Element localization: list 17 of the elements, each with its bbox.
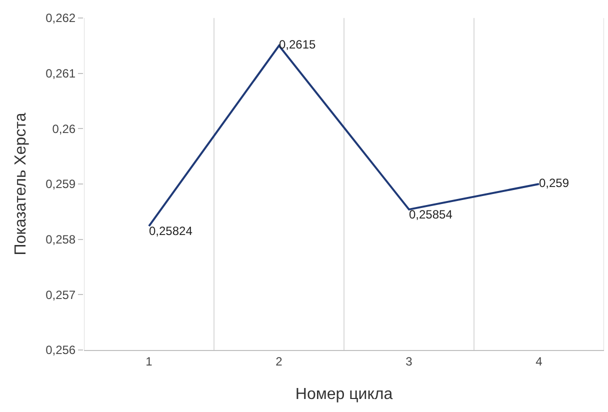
x-tick-label: 4 xyxy=(536,354,543,368)
y-tick-label: 0,26 xyxy=(52,122,76,136)
y-tick-label: 0,262 xyxy=(46,11,76,26)
y-axis-title: Показатель Херста xyxy=(12,112,30,256)
x-axis-title: Номер цикла xyxy=(295,386,393,404)
data-label: 0,25854 xyxy=(409,207,453,222)
y-tick-label: 0,261 xyxy=(46,66,76,81)
y-tick-label: 0,256 xyxy=(46,343,76,358)
data-label: 0,2615 xyxy=(279,38,316,52)
y-tick-label: 0,258 xyxy=(46,232,76,247)
x-tick-label: 1 xyxy=(146,354,153,368)
x-tick-label: 2 xyxy=(276,354,283,368)
y-tick-label: 0,257 xyxy=(46,288,76,302)
y-tick-label: 0,259 xyxy=(46,177,76,192)
x-tick-label: 3 xyxy=(406,354,413,368)
data-label: 0,259 xyxy=(539,176,570,190)
data-label: 0,25824 xyxy=(149,224,193,238)
